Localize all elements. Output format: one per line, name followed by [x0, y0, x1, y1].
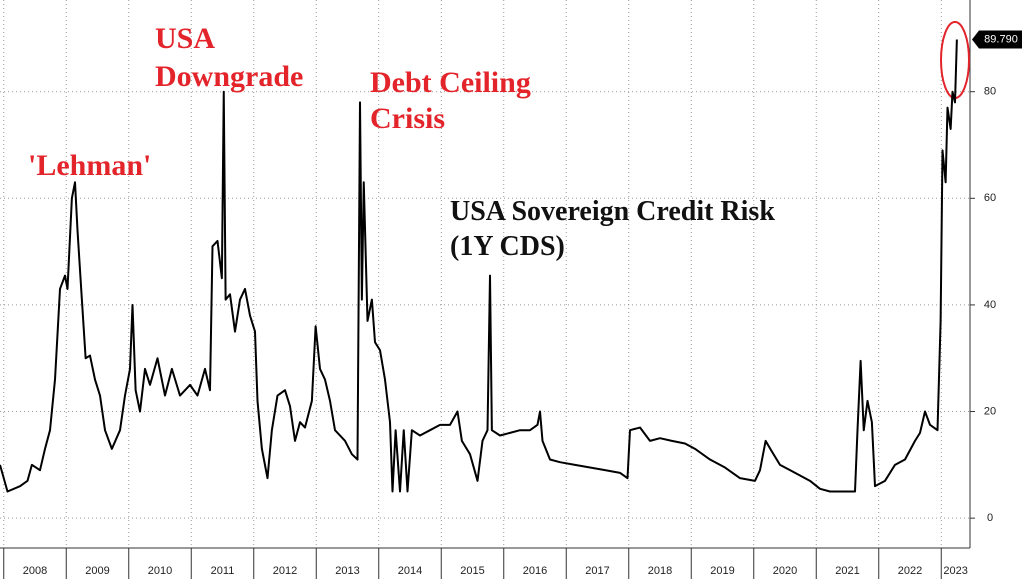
x-tick-label: 2022	[898, 565, 922, 577]
y-tick-label: 40	[984, 299, 996, 311]
x-tick-label: 2017	[585, 565, 609, 577]
y-tick-label: 60	[984, 192, 996, 204]
x-tick-label: 2011	[211, 565, 235, 577]
annotation: Downgrade	[155, 60, 303, 93]
y-tick-label: 20	[984, 405, 996, 417]
chart-title: (1Y CDS)	[450, 231, 565, 262]
x-tick-label: 2010	[148, 565, 172, 577]
last-value-box	[972, 30, 1022, 49]
x-tick-label: 2019	[710, 565, 734, 577]
x-tick-label: 2015	[460, 565, 484, 577]
chart-title: USA Sovereign Credit Risk	[450, 196, 775, 227]
x-tick-label: 2012	[273, 565, 297, 577]
y-tick-label: 0	[987, 512, 993, 524]
annotation: 'Lehman'	[28, 149, 151, 182]
annotation: Crisis	[370, 102, 445, 135]
y-tick-label: 80	[984, 86, 996, 98]
x-tick-label: 2020	[773, 565, 797, 577]
x-tick-label: 2008	[23, 565, 47, 577]
x-tick-label: 2018	[648, 565, 672, 577]
grid	[0, 0, 970, 548]
x-tick-label: 2016	[523, 565, 547, 577]
x-tick-label: 2009	[85, 565, 109, 577]
x-tick-label: 2023	[943, 565, 967, 577]
data-line	[0, 39, 958, 493]
last-value-label: 89.790	[984, 33, 1018, 45]
x-tick-label: 2014	[398, 565, 422, 577]
annotation: Debt Ceiling	[370, 66, 531, 99]
annotation: USA	[155, 22, 215, 55]
x-tick-label: 2021	[835, 565, 859, 577]
x-tick-label: 2013	[335, 565, 359, 577]
